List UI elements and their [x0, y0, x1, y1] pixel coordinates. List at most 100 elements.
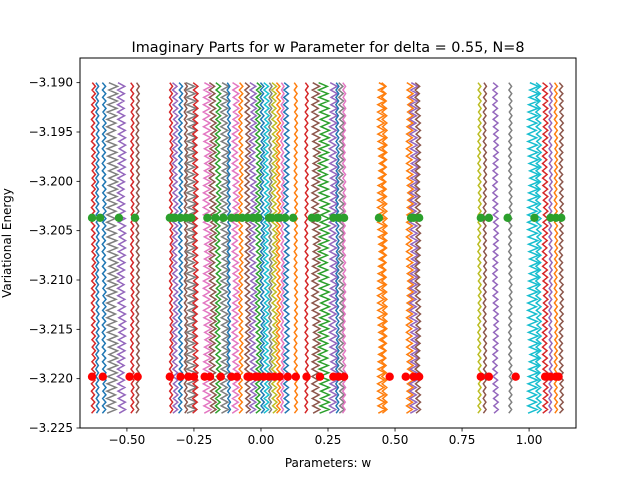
y-tick-label: −3.195	[29, 125, 73, 139]
band-line	[267, 82, 273, 414]
band-line	[248, 82, 258, 414]
x-tick-label: 1.00	[516, 433, 543, 447]
band-line	[201, 82, 213, 414]
band-line	[491, 82, 500, 414]
band-line	[282, 82, 291, 414]
band-line	[177, 82, 184, 414]
marker-point	[203, 213, 212, 223]
band-line	[171, 82, 180, 414]
marker-point	[503, 213, 512, 223]
y-tick-label: −3.190	[29, 76, 73, 90]
x-axis-title: Parameters: w	[285, 456, 372, 470]
marker-point	[275, 372, 284, 381]
chart-title: Imaginary Parts for w Parameter for delt…	[132, 40, 525, 56]
band-line	[101, 82, 107, 414]
x-tick-label: 0.50	[382, 433, 409, 447]
marker-point	[484, 213, 494, 223]
marker-point	[211, 213, 220, 223]
band-line	[553, 82, 559, 414]
band-line	[558, 82, 565, 414]
band-line	[116, 82, 128, 414]
marker-point	[95, 213, 105, 223]
marker-point	[176, 372, 185, 381]
band-line	[183, 82, 189, 414]
band-line	[405, 82, 415, 414]
marker-point	[313, 213, 322, 223]
y-tick-label: −3.210	[29, 273, 73, 287]
band-line	[507, 82, 513, 414]
band-line	[237, 82, 244, 414]
band-line	[191, 82, 200, 414]
marker-point	[291, 372, 301, 381]
y-tick-label: −3.205	[29, 224, 73, 238]
marker-point	[414, 213, 424, 223]
marker-point	[385, 372, 394, 381]
marker-point	[87, 372, 97, 381]
band-line	[482, 82, 488, 414]
band-line	[135, 82, 141, 414]
band-line	[270, 82, 279, 414]
marker-point	[254, 213, 263, 223]
band-line	[310, 82, 322, 414]
band-line	[90, 82, 97, 414]
marker-point	[414, 372, 424, 381]
band-line	[380, 82, 389, 414]
y-axis-title: Variational Energy	[0, 188, 14, 298]
marker-point	[232, 372, 242, 381]
marker-point	[125, 372, 134, 381]
band-line	[243, 82, 252, 414]
marker-point	[219, 213, 228, 223]
x-tick-label: 0.75	[449, 433, 476, 447]
marker-point	[133, 372, 142, 381]
band-line	[541, 82, 550, 414]
band-line	[525, 81, 541, 414]
marker-point	[216, 372, 225, 381]
y-tick-label: −3.215	[29, 322, 73, 336]
band-line	[341, 82, 347, 414]
x-tick-label: −0.50	[109, 433, 146, 447]
band-line	[259, 82, 266, 414]
marker-point	[557, 213, 566, 223]
band-line	[304, 82, 310, 414]
band-line	[334, 82, 340, 414]
band-line	[316, 81, 332, 414]
marker-point	[484, 372, 494, 381]
marker-point	[98, 372, 107, 381]
band-line	[226, 82, 232, 414]
band-line	[534, 82, 543, 414]
marker-point	[283, 372, 292, 381]
marker-point	[374, 213, 384, 223]
marker-point	[511, 372, 520, 381]
band-line	[337, 82, 346, 414]
band-line	[548, 82, 554, 414]
marker-point	[280, 213, 290, 223]
y-tick-label: −3.225	[29, 421, 73, 435]
band-line	[208, 82, 218, 414]
marker-point	[130, 213, 140, 223]
band-line	[254, 82, 263, 414]
marker-point	[205, 372, 215, 381]
marker-point	[339, 372, 349, 381]
band-line	[168, 82, 174, 414]
band-line	[408, 82, 420, 414]
band-line	[275, 82, 282, 414]
band-line	[94, 82, 100, 414]
y-axis: −3.190 −3.195 −3.200 −3.205 −3.210 −3.215 −3.2…	[29, 76, 80, 435]
marker-point	[87, 213, 97, 223]
band-line	[293, 82, 299, 414]
band-line	[327, 82, 339, 414]
band-line	[262, 82, 271, 414]
band-line	[129, 82, 135, 414]
band-line	[214, 82, 222, 414]
band-lines	[90, 81, 565, 414]
marker-point	[476, 372, 486, 381]
x-tick-label: 0.25	[315, 433, 342, 447]
band-line	[476, 82, 483, 414]
marker-point	[187, 213, 196, 223]
marker-point	[339, 213, 349, 223]
marker-point	[288, 213, 298, 223]
y-tick-label: −3.220	[29, 372, 73, 386]
band-line	[104, 81, 120, 414]
marker-point	[401, 372, 410, 381]
